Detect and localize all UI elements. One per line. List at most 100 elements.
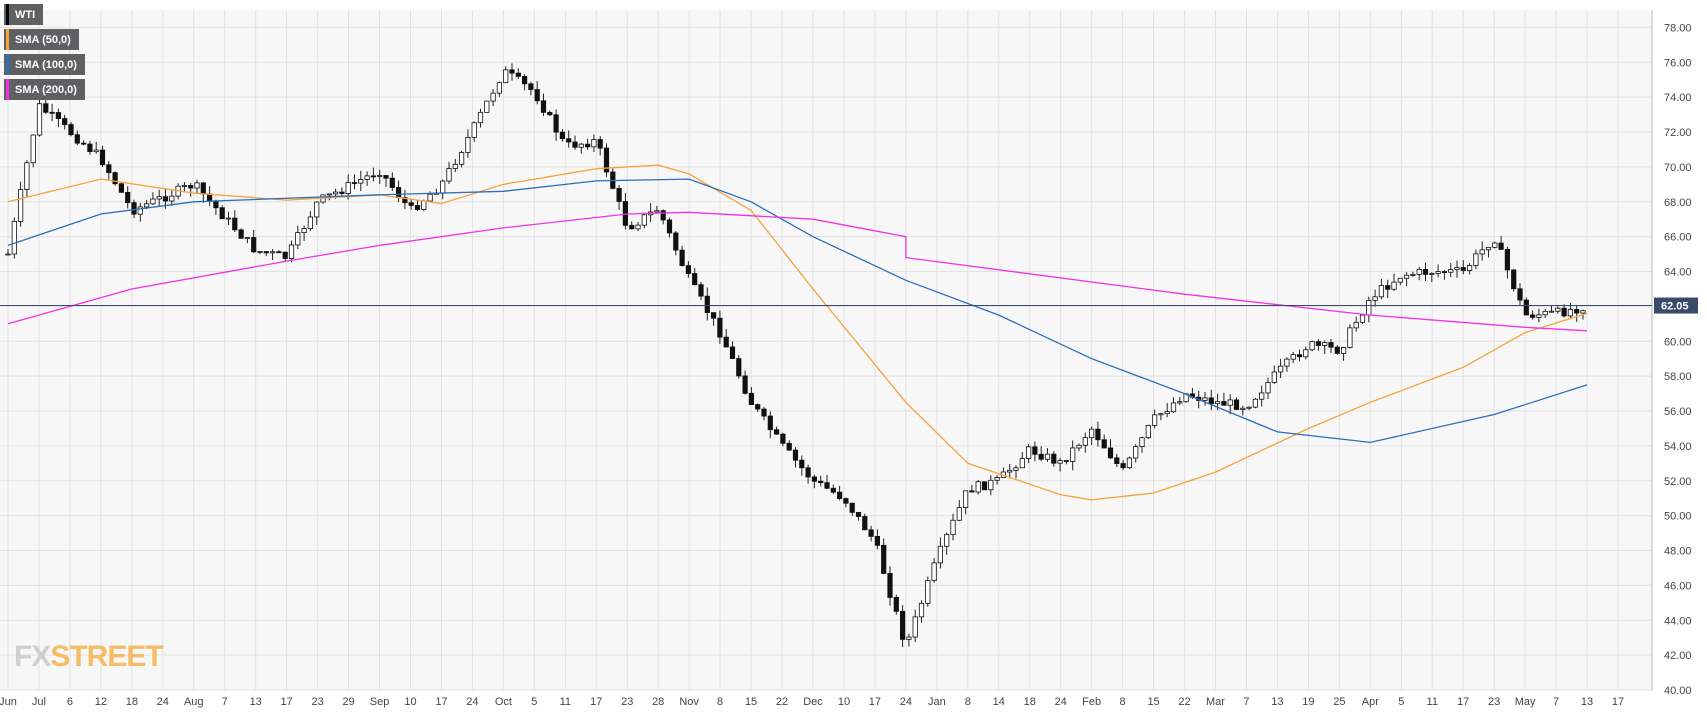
candle-body	[673, 232, 679, 251]
candle-body	[358, 179, 364, 184]
candle-body	[1561, 307, 1567, 317]
candle-body	[944, 534, 950, 547]
candle-body	[295, 232, 301, 246]
candle-body	[1322, 342, 1328, 346]
candle-body	[1410, 274, 1416, 276]
candle-body	[125, 191, 131, 204]
candle-body	[1397, 277, 1403, 283]
candle-body	[635, 224, 641, 230]
candle-body	[282, 251, 288, 259]
x-tick-label: 23	[621, 696, 633, 708]
legend-swatch	[6, 54, 9, 75]
candle-body	[862, 516, 868, 531]
candle-body	[729, 346, 736, 359]
candle-body	[931, 562, 937, 582]
candle-body	[799, 459, 805, 469]
candle-body	[1202, 397, 1208, 401]
candle-body	[1334, 346, 1340, 354]
x-tick-label: 22	[776, 696, 788, 708]
y-tick-label: 40.00	[1664, 685, 1692, 697]
candle-body	[477, 111, 484, 124]
candle-body	[692, 273, 698, 286]
candle-body	[452, 163, 458, 169]
plot-area	[0, 10, 1652, 690]
candle-body	[276, 251, 282, 254]
legend-item-sma-100[interactable]: SMA (100,0)	[4, 54, 85, 75]
candle-body	[956, 507, 962, 521]
candle-body	[1133, 446, 1139, 459]
candle-body	[503, 69, 509, 84]
candle-body	[843, 498, 849, 504]
x-tick-label: 10	[404, 696, 416, 708]
candle-body	[150, 198, 156, 205]
candle-body	[679, 249, 685, 266]
legend-item-sma-200[interactable]: SMA (200,0)	[4, 79, 85, 100]
candle-body	[288, 244, 295, 259]
candle-body	[1208, 397, 1214, 405]
candle-body	[1385, 285, 1391, 290]
candle-body	[1032, 446, 1038, 455]
x-tick-label: Sep	[370, 696, 390, 708]
candle-body	[131, 202, 137, 215]
y-tick-label: 58.00	[1664, 371, 1692, 383]
x-tick-label: Jul	[32, 696, 46, 708]
candle-body	[99, 149, 106, 166]
x-tick-label: 15	[745, 696, 757, 708]
candle-body	[874, 535, 881, 546]
candle-body	[925, 580, 931, 604]
candle-body	[1353, 321, 1359, 329]
candle-body	[887, 573, 893, 598]
candle-body	[559, 131, 566, 140]
candle-body	[515, 72, 521, 77]
candle-body	[748, 392, 755, 405]
candle-body	[698, 284, 704, 297]
candle-body	[326, 193, 332, 196]
candle-body	[711, 312, 717, 319]
x-tick-label: Oct	[495, 696, 512, 708]
candle-body	[36, 103, 43, 136]
candle-body	[553, 114, 559, 133]
candle-body	[377, 175, 383, 177]
chart-legend: WTI SMA (50,0) SMA (100,0) SMA (200,0)	[4, 4, 85, 104]
candle-body	[181, 185, 187, 187]
candle-body	[1044, 453, 1051, 460]
candle-body	[585, 143, 591, 148]
candle-body	[213, 200, 219, 209]
candle-body	[137, 206, 143, 215]
x-tick-label: 17	[590, 696, 602, 708]
candle-body	[1107, 447, 1114, 459]
candle-body	[496, 82, 503, 94]
candle-body	[225, 217, 232, 220]
candle-body	[937, 545, 944, 564]
candle-body	[471, 122, 477, 138]
legend-item-wti[interactable]: WTI	[4, 4, 44, 25]
candle-body	[534, 89, 540, 102]
y-tick-label: 60.00	[1664, 336, 1692, 348]
legend-item-sma-50[interactable]: SMA (50,0)	[4, 29, 79, 50]
candle-body	[1309, 341, 1315, 351]
candle-body	[1215, 401, 1221, 405]
candle-body	[188, 185, 194, 189]
x-tick-label: 22	[1178, 696, 1190, 708]
candle-body	[1517, 288, 1523, 301]
candle-body	[339, 191, 345, 194]
y-tick-label: 68.00	[1664, 197, 1692, 209]
candle-body	[522, 75, 528, 85]
x-tick-label: Apr	[1362, 696, 1379, 708]
legend-label: SMA (100,0)	[15, 58, 77, 71]
candle-body	[1580, 310, 1586, 314]
candle-body	[578, 143, 584, 148]
candle-body	[1259, 392, 1265, 400]
candle-body	[446, 168, 452, 182]
candle-body	[49, 111, 55, 114]
candle-body	[1416, 269, 1422, 275]
x-tick-label: 11	[560, 696, 571, 708]
x-tick-label: 24	[466, 696, 478, 708]
y-tick-label: 52.00	[1664, 476, 1692, 488]
x-tick-label: Mar	[1206, 696, 1225, 708]
candle-body	[30, 134, 36, 164]
x-tick-label: 8	[1120, 696, 1126, 708]
candle-body	[975, 481, 981, 493]
candle-body	[837, 491, 843, 499]
